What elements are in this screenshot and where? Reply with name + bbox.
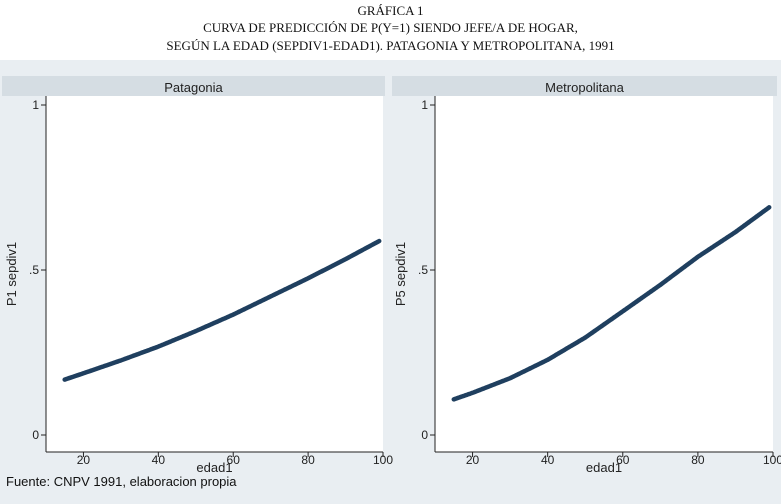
source-note: Fuente: CNPV 1991, elaboracion propia	[6, 474, 237, 489]
panel-1-x-tick-label: 20	[77, 453, 91, 467]
panel-2-header	[392, 76, 777, 96]
panel-2-title: Metropolitana	[545, 80, 625, 95]
panel-2-x-axis-title: edad1	[586, 460, 622, 475]
panel-1-header	[2, 76, 385, 96]
panel-1-x-tick-label: 100	[373, 453, 393, 467]
figure-title-block: GRÁFICA 1 CURVA DE PREDICCIÓN DE P(Y=1) …	[0, 0, 781, 60]
panel-2-series-line	[451, 205, 772, 402]
panel-1-y-axis-title: P1 sepdiv1	[4, 242, 19, 306]
panel-2-y-tick-label: 1	[421, 98, 428, 112]
panel-1-series-line	[62, 238, 382, 382]
panel-2-x-tick-label: 100	[763, 453, 781, 467]
panel-1-y-tick-label: .5	[29, 263, 39, 277]
panel-1-plot-area	[46, 96, 383, 452]
figure-title-line-1: CURVA DE PREDICCIÓN DE P(Y=1) SIENDO JEF…	[203, 20, 578, 35]
panel-2-x-tick-label: 60	[616, 453, 630, 467]
panel-1-x-tick-label: 80	[301, 453, 315, 467]
panel-1-x-tick-label: 40	[152, 453, 166, 467]
panel-2-y-tick-label: 0	[421, 428, 428, 442]
panel-2-y-tick-label: .5	[418, 263, 428, 277]
panel-2-x-tick-label: 40	[541, 453, 555, 467]
panel-1-y-tick-label: 0	[32, 428, 39, 442]
panel-1-x-axis-title: edad1	[196, 460, 232, 475]
figure-label: GRÁFICA 1	[357, 3, 424, 18]
panel-1-group: Patagonia 0 .5 1 20 40 60 80 100 edad1 P1 sepdiv1	[2, 76, 393, 475]
panel-2-x-tick-label: 20	[466, 453, 480, 467]
panel-2-group: Metropolitana 0 .5 1 20 40 60 80 100 edad1 P5 sepd…	[392, 76, 781, 475]
panel-1-title: Patagonia	[164, 80, 223, 95]
panel-2-plot-area	[435, 96, 773, 452]
figure-title-line-2: SEGÚN LA EDAD (SEPDIV1-EDAD1). PATAGONIA…	[166, 38, 615, 53]
panel-1-y-tick-label: 1	[32, 98, 39, 112]
panel-2-y-axis-title: P5 sepdiv1	[393, 242, 408, 306]
panel-1-x-tick-label: 60	[227, 453, 241, 467]
panel-2-x-tick-label: 80	[691, 453, 705, 467]
